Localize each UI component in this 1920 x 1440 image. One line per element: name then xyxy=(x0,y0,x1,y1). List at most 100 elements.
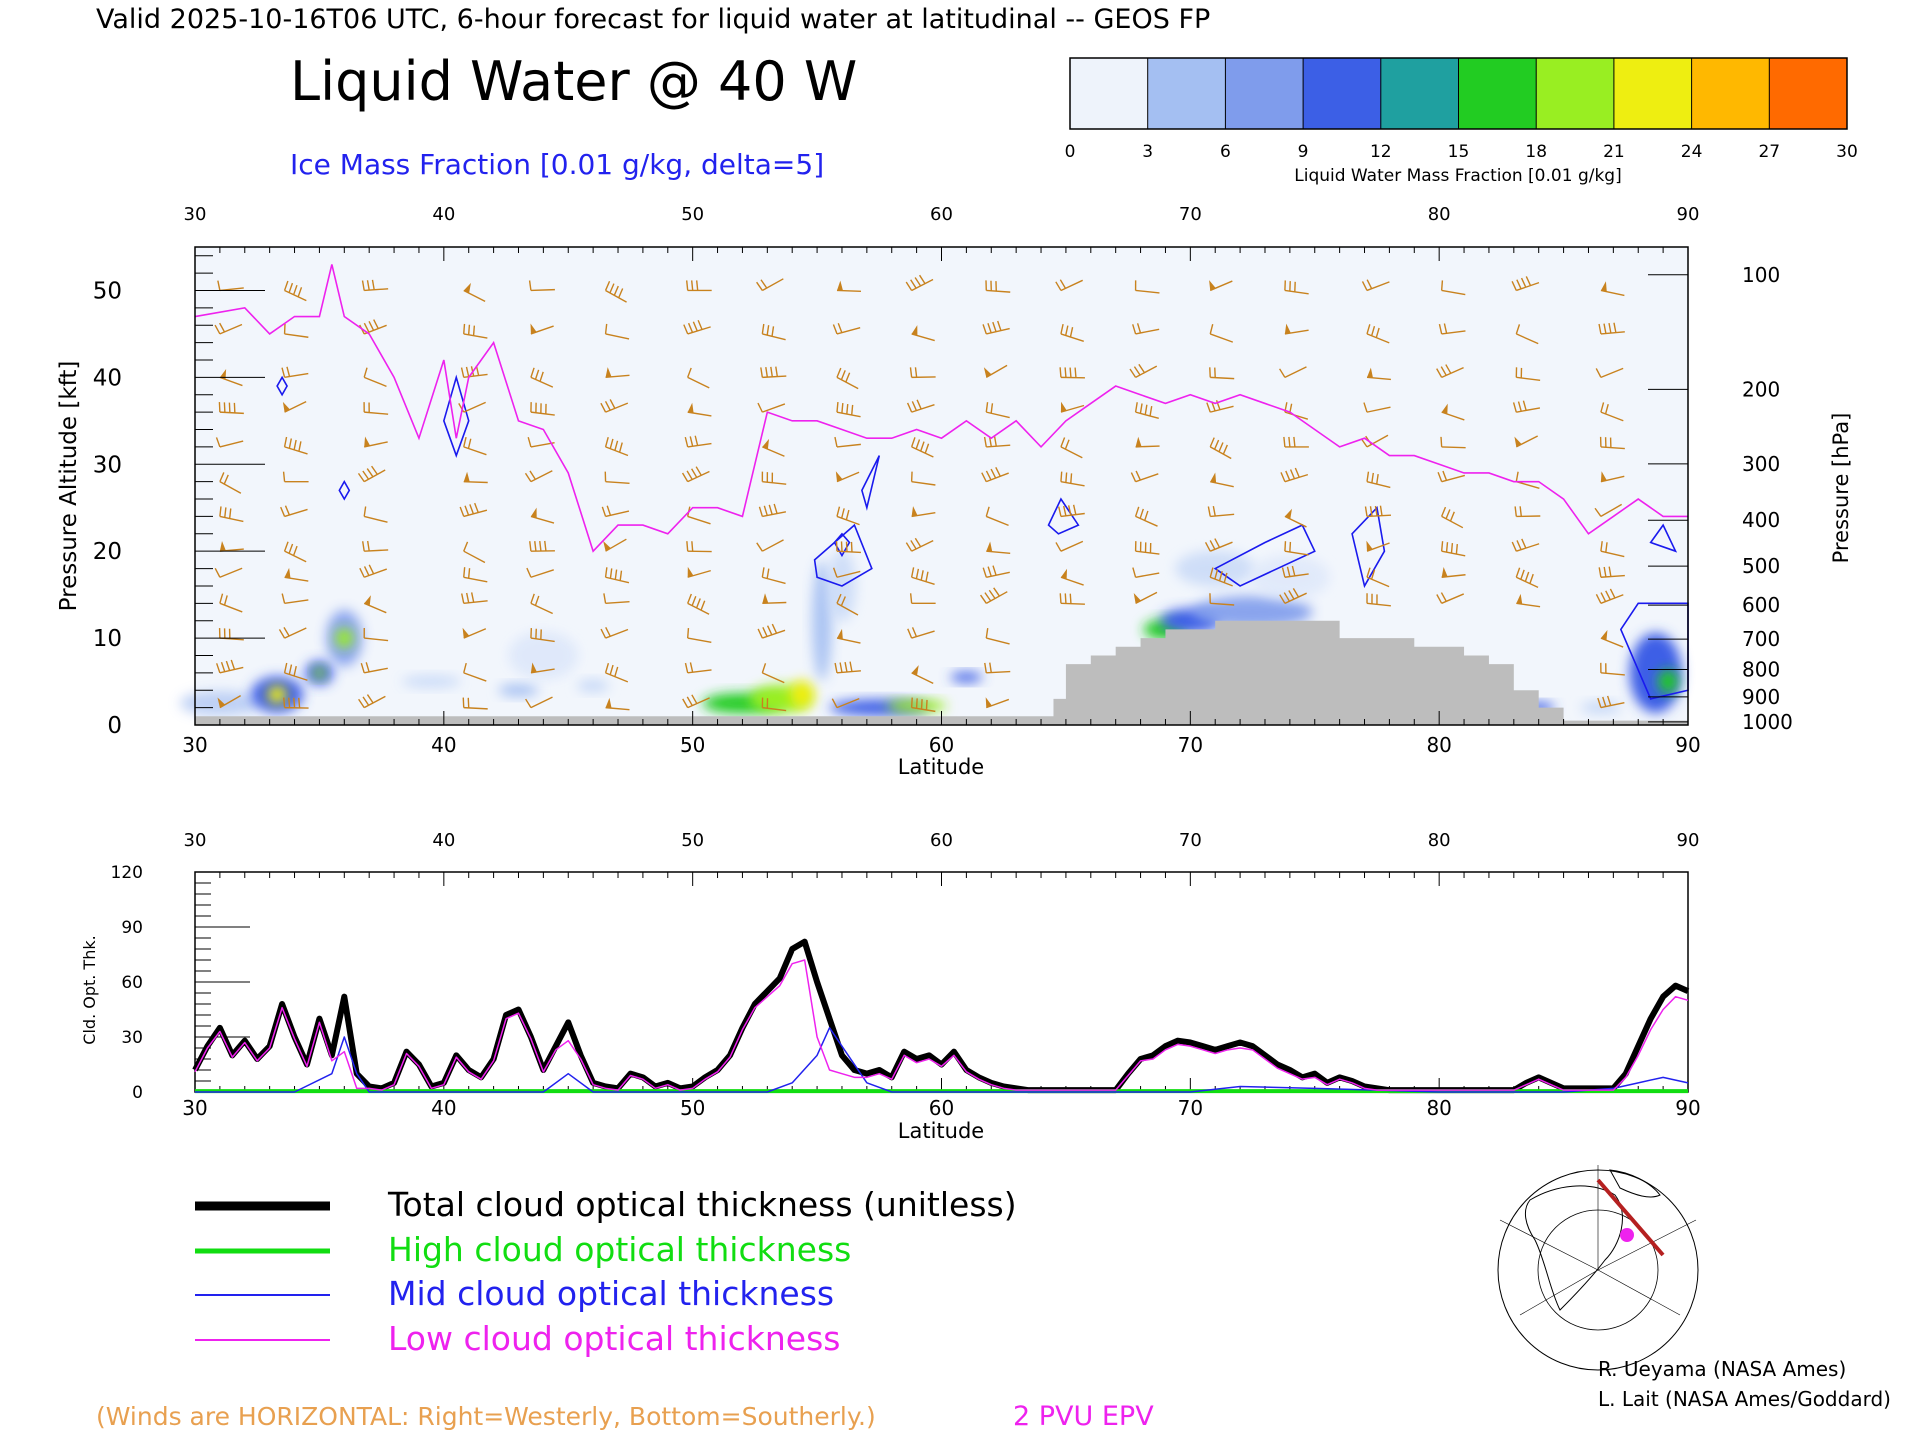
wind-barb xyxy=(1600,629,1624,648)
wind-barb xyxy=(1366,567,1390,588)
wind-barb xyxy=(1441,403,1465,421)
bottom-ylabel: Cld. Opt. Thk. xyxy=(80,935,99,1044)
colorbar-cell xyxy=(1070,58,1149,129)
wind-barb xyxy=(907,627,935,639)
wind-barb xyxy=(358,694,386,709)
liquid-water-patch xyxy=(950,672,983,683)
top-y-tick-label: 10 xyxy=(93,626,122,652)
wind-barb xyxy=(1280,467,1309,483)
wind-barb xyxy=(280,505,308,518)
wind-barb xyxy=(458,401,486,413)
colorbar-tick-label: 12 xyxy=(1370,142,1392,162)
legend-total: Total cloud optical thickness (unitless) xyxy=(387,1185,1017,1224)
wind-barb xyxy=(1133,591,1158,604)
wind-barb xyxy=(530,367,554,388)
wind-barb xyxy=(1364,505,1392,518)
wind-barb xyxy=(1515,471,1540,489)
colorbar-cell xyxy=(1147,58,1226,129)
wind-barb xyxy=(1438,323,1466,335)
top-ylabel-right: Pressure [hPa] xyxy=(1829,413,1853,564)
wind-barb xyxy=(463,282,486,302)
wind-barb xyxy=(761,471,787,485)
wind-barb xyxy=(1055,540,1084,552)
wind-barb xyxy=(361,540,389,552)
bottom-y-tick-label: 60 xyxy=(121,973,143,993)
bottom-x-tick-label-top: 50 xyxy=(681,830,704,851)
top-pressure-tick-label: 1000 xyxy=(1742,710,1793,734)
wind-barb xyxy=(983,436,1011,448)
wind-barb xyxy=(281,593,309,605)
wind-barb xyxy=(461,592,488,605)
wind-barb xyxy=(528,280,555,292)
ice-contour xyxy=(1649,523,1678,553)
wind-barb xyxy=(1059,593,1085,605)
wind-barb xyxy=(363,506,388,523)
wind-barb xyxy=(1134,402,1159,420)
wind-barb xyxy=(910,697,936,713)
ice-contour xyxy=(442,374,470,458)
liquid-water-patch xyxy=(790,680,815,709)
wind-barb xyxy=(1440,436,1466,449)
top-x-tick-label: 90 xyxy=(1675,733,1700,757)
colorbar: 0 3 6 9 12 15 18 21 24 27 30 Liquid Water Mass Fra… xyxy=(1065,57,1858,186)
wind-barb xyxy=(1060,323,1084,342)
bottom-x-tick-label-top: 90 xyxy=(1677,830,1700,851)
wind-barb xyxy=(1515,367,1541,381)
bottom-plot-area xyxy=(194,871,1689,1093)
wind-barb xyxy=(910,437,934,458)
colorbar-cell xyxy=(1769,58,1848,129)
top-x-tick-label-top: 90 xyxy=(1677,204,1700,225)
bottom-x-tick-label: 50 xyxy=(680,1096,705,1120)
wind-barb xyxy=(1210,472,1234,488)
wind-barb xyxy=(1209,593,1235,606)
wind-barb xyxy=(681,466,710,483)
wind-barb xyxy=(1512,400,1541,413)
bottom-x-tick-label: 80 xyxy=(1426,1096,1451,1120)
wind-barb xyxy=(1204,538,1233,552)
wind-barb xyxy=(911,506,936,518)
wind-barb xyxy=(1283,436,1309,448)
wind-barb xyxy=(1209,367,1235,380)
wind-barb xyxy=(758,503,787,518)
wind-barb xyxy=(984,662,1011,674)
wind-barb xyxy=(1511,538,1540,552)
bottom-x-tick-label-top: 70 xyxy=(1179,830,1202,851)
wind-barb xyxy=(1515,324,1539,345)
valid-line: Valid 2025-10-16T06 UTC, 6-hour forecast… xyxy=(96,4,1210,35)
total-optical-thickness-line xyxy=(192,938,1690,1094)
subtitle: Ice Mass Fraction [0.01 g/kg, delta=5] xyxy=(290,148,824,181)
wind-barb xyxy=(281,366,309,379)
wind-barb xyxy=(357,465,386,483)
wind-barb xyxy=(459,502,488,518)
wind-barb xyxy=(1437,470,1466,483)
wind-barb xyxy=(985,628,1010,645)
wind-barb xyxy=(1597,695,1625,709)
low-optical-thickness-line xyxy=(194,959,1689,1091)
wind-barb xyxy=(761,323,786,341)
wind-barb xyxy=(1441,566,1466,578)
bottom-y-tick-label: 90 xyxy=(121,918,143,938)
wind-barb xyxy=(761,567,786,585)
wind-barb xyxy=(1134,280,1160,294)
colorbar-cell xyxy=(1303,58,1382,129)
colorbar-tick-label: 9 xyxy=(1298,142,1309,162)
colorbar-tick-label: 15 xyxy=(1448,142,1470,162)
bottom-x-tick-label-top: 30 xyxy=(184,830,207,851)
wind-barb xyxy=(911,325,935,342)
wind-barb xyxy=(363,402,389,415)
liquid-water-patch xyxy=(812,560,833,681)
liquid-water-patch xyxy=(577,679,610,692)
ice-contour xyxy=(813,523,873,587)
colorbar-tick-label: 18 xyxy=(1525,142,1547,162)
wind-barb xyxy=(1594,503,1623,518)
wind-barb xyxy=(1440,541,1466,557)
wind-barb xyxy=(529,540,555,552)
wind-barb xyxy=(605,697,630,711)
top-x-tick-label: 60 xyxy=(929,733,954,757)
ice-contour xyxy=(338,480,351,501)
top-x-tick-label-top: 40 xyxy=(432,204,455,225)
credit-1: R. Ueyama (NASA Ames) xyxy=(1598,1357,1846,1381)
wind-barb xyxy=(359,564,387,578)
wind-barb xyxy=(1132,567,1160,578)
wind-barb xyxy=(905,537,934,552)
